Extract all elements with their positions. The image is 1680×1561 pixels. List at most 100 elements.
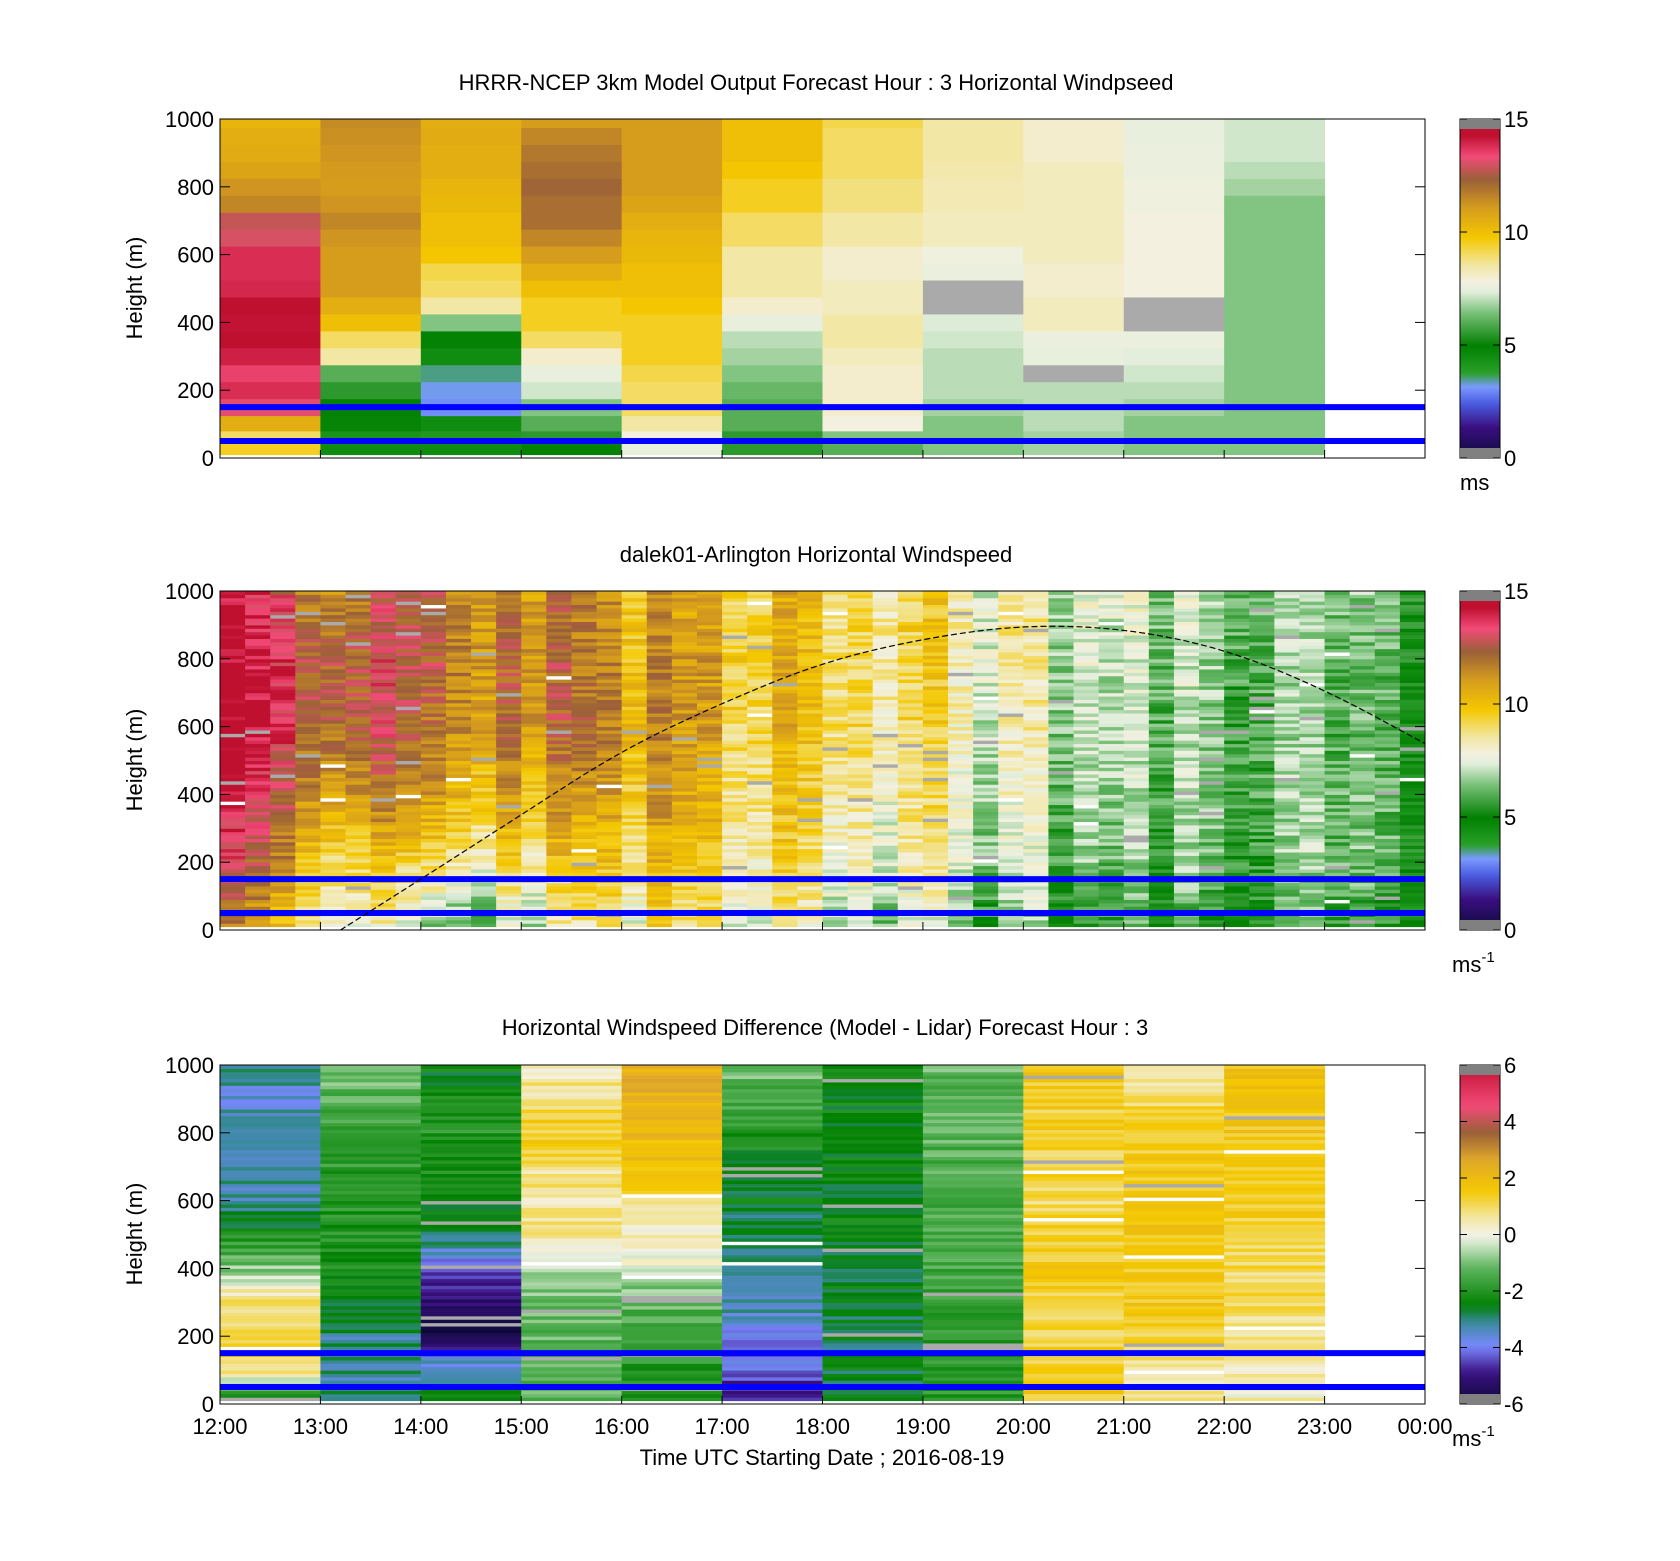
heatmap-cell (646, 824, 673, 829)
heatmap-cell (471, 726, 497, 731)
heatmap-cell (696, 611, 723, 616)
heatmap-cell (1173, 858, 1200, 863)
heatmap-cell (220, 865, 246, 870)
heatmap-cell (1023, 716, 1049, 721)
heatmap-cell (1123, 161, 1225, 179)
heatmap-cell (1299, 746, 1326, 751)
heatmap-cell (646, 753, 673, 758)
heatmap-cell (295, 723, 321, 728)
heatmap-cell (596, 750, 623, 755)
heatmap-cell (1224, 736, 1250, 741)
heatmap-cell (270, 628, 296, 633)
heatmap-cell (1048, 896, 1075, 900)
heatmap-cell (1023, 801, 1049, 806)
heatmap-cell (872, 828, 899, 833)
heatmap-cell (1224, 685, 1250, 690)
heatmap-cell (245, 780, 271, 785)
heatmap-cell (696, 679, 723, 684)
heatmap-cell (1274, 855, 1300, 860)
heatmap-cell (1349, 923, 1376, 928)
heatmap-cell (220, 296, 321, 315)
heatmap-cell (220, 848, 246, 853)
heatmap-cell (496, 770, 522, 775)
heatmap-cell (546, 885, 572, 890)
heatmap-cell (596, 611, 623, 616)
heatmap-cell (295, 824, 321, 829)
heatmap-cell (496, 794, 522, 799)
heatmap-cell (998, 807, 1024, 812)
heatmap-cell (395, 852, 422, 856)
heatmap-cell (797, 821, 823, 826)
heatmap-cell (445, 872, 472, 877)
heatmap-cell (1399, 767, 1426, 772)
heatmap-cell (395, 685, 422, 690)
heatmap-cell (1023, 794, 1049, 799)
heatmap-cell (897, 696, 924, 700)
heatmap-cell (1374, 750, 1401, 755)
heatmap-cell (445, 763, 472, 768)
heatmap-cell (722, 868, 748, 873)
heatmap-cell (345, 645, 372, 650)
heatmap-cell (671, 848, 698, 853)
heatmap-cell (220, 665, 246, 670)
heatmap-cell (1299, 648, 1326, 653)
heatmap-cell (320, 668, 347, 673)
heatmap-cell (245, 648, 271, 653)
heatmap-cell (973, 652, 999, 656)
heatmap-cell (897, 774, 924, 778)
heatmap-cell (1224, 296, 1326, 315)
heatmap-cell (471, 719, 497, 724)
heatmap-cell (1098, 621, 1125, 626)
heatmap-cell (1023, 848, 1049, 853)
heatmap-cell (320, 848, 347, 853)
heatmap-cell (320, 719, 347, 724)
heatmap-cell (922, 919, 949, 924)
heatmap-cell (596, 896, 623, 900)
heatmap-cell (973, 763, 999, 768)
heatmap-cell (295, 685, 321, 690)
heatmap-cell (1123, 791, 1150, 795)
heatmap-cell (797, 882, 823, 887)
heatmap-cell (571, 770, 598, 775)
heatmap-cell (897, 916, 924, 921)
heatmap-cell (1274, 852, 1300, 856)
heatmap-cell (722, 668, 748, 673)
heatmap-cell (320, 662, 347, 667)
heatmap-cell (671, 719, 698, 724)
colorbar-tick-label: 5 (1504, 333, 1516, 358)
heatmap-cell (1123, 591, 1150, 595)
heatmap-cell (1224, 923, 1250, 928)
heatmap-cell (646, 655, 673, 660)
heatmap-cell (646, 692, 673, 697)
heatmap-cell (1048, 899, 1075, 904)
heatmap-cell (897, 719, 924, 724)
heatmap-cell (872, 757, 899, 761)
heatmap-cell (998, 689, 1024, 694)
heatmap-cell (295, 591, 321, 595)
heatmap-cell (320, 780, 347, 785)
heatmap-cell (973, 668, 999, 673)
heatmap-cell (747, 665, 773, 670)
heatmap-cell (797, 689, 823, 694)
heatmap-cell (1199, 702, 1225, 707)
heatmap-cell (1274, 885, 1300, 890)
heatmap-cell (270, 818, 296, 823)
heatmap-cell (395, 882, 422, 887)
heatmap-cell (1098, 709, 1125, 714)
heatmap-cell (1173, 807, 1200, 812)
heatmap-cell (270, 719, 296, 724)
heatmap-cell (546, 699, 572, 704)
heatmap-cell (696, 780, 723, 785)
heatmap-cell (546, 743, 572, 748)
heatmap-cell (1098, 841, 1125, 846)
heatmap-cell (1048, 648, 1075, 653)
heatmap-cell (1249, 679, 1275, 684)
heatmap-cell (220, 672, 246, 677)
heatmap-cell (471, 685, 497, 690)
heatmap-cell (722, 746, 748, 751)
heatmap-cell (1374, 787, 1401, 792)
heatmap-cell (897, 628, 924, 633)
heatmap-cell (621, 777, 648, 782)
heatmap-cell (998, 628, 1024, 633)
heatmap-cell (546, 821, 572, 826)
